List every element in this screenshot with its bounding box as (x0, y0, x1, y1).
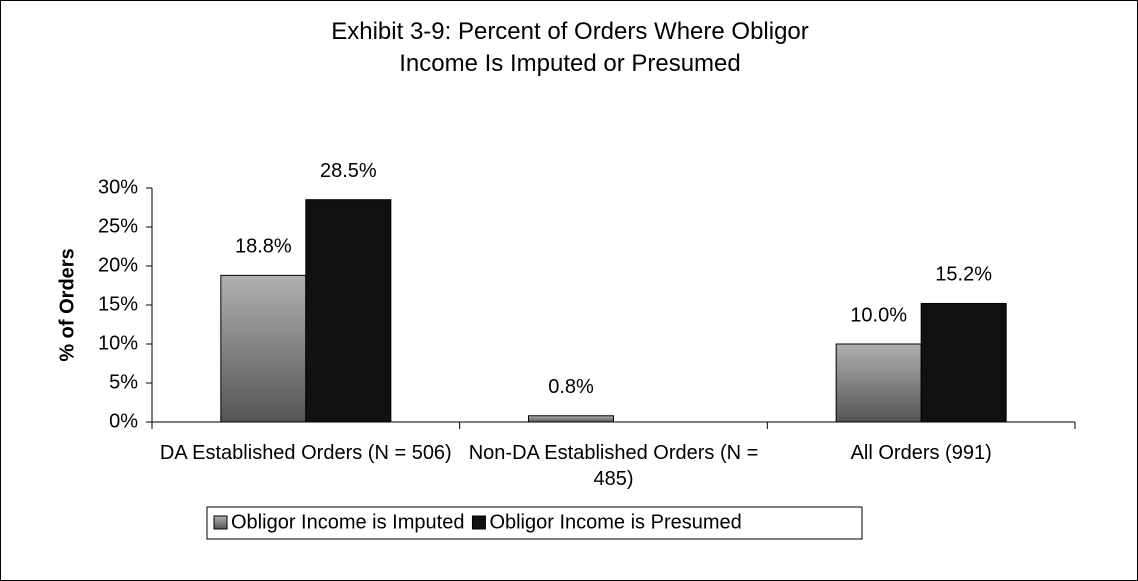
y-tick-label: 30% (98, 176, 138, 198)
legend-swatch (213, 515, 228, 530)
y-tick-label: 0% (109, 410, 138, 432)
bar (305, 199, 392, 423)
bar (528, 415, 614, 423)
value-label: 28.5% (320, 160, 377, 182)
bar (220, 274, 307, 423)
y-tick-label: 25% (98, 215, 138, 237)
legend-label: Obligor Income is Presumed (489, 511, 741, 533)
y-tick-label: 15% (98, 293, 138, 315)
value-label: 10.0% (850, 304, 907, 326)
legend-box (206, 506, 863, 540)
y-tick-label: 20% (98, 254, 138, 276)
y-axis-label: % of Orders (56, 248, 78, 361)
value-label: 0.8% (548, 376, 594, 398)
legend-label: Obligor Income is Imputed (231, 511, 464, 533)
y-tick-label: 10% (98, 332, 138, 354)
legend-swatch (471, 515, 486, 530)
value-label: 15.2% (935, 264, 992, 286)
bar (920, 302, 1007, 423)
x-tick-label: All Orders (991) (850, 442, 992, 464)
value-label: 18.8% (235, 236, 292, 258)
chart-title: Exhibit 3-9: Percent of Orders Where Obl… (331, 18, 809, 77)
x-tick-label: DA Established Orders (N = 506) (159, 442, 452, 464)
legend: Obligor Income is Imputed Obligor Income … (206, 506, 863, 540)
bar (835, 343, 922, 423)
x-tick-label: Non-DA Established Orders (N = 485) (468, 442, 759, 490)
y-tick-label: 5% (109, 371, 138, 393)
